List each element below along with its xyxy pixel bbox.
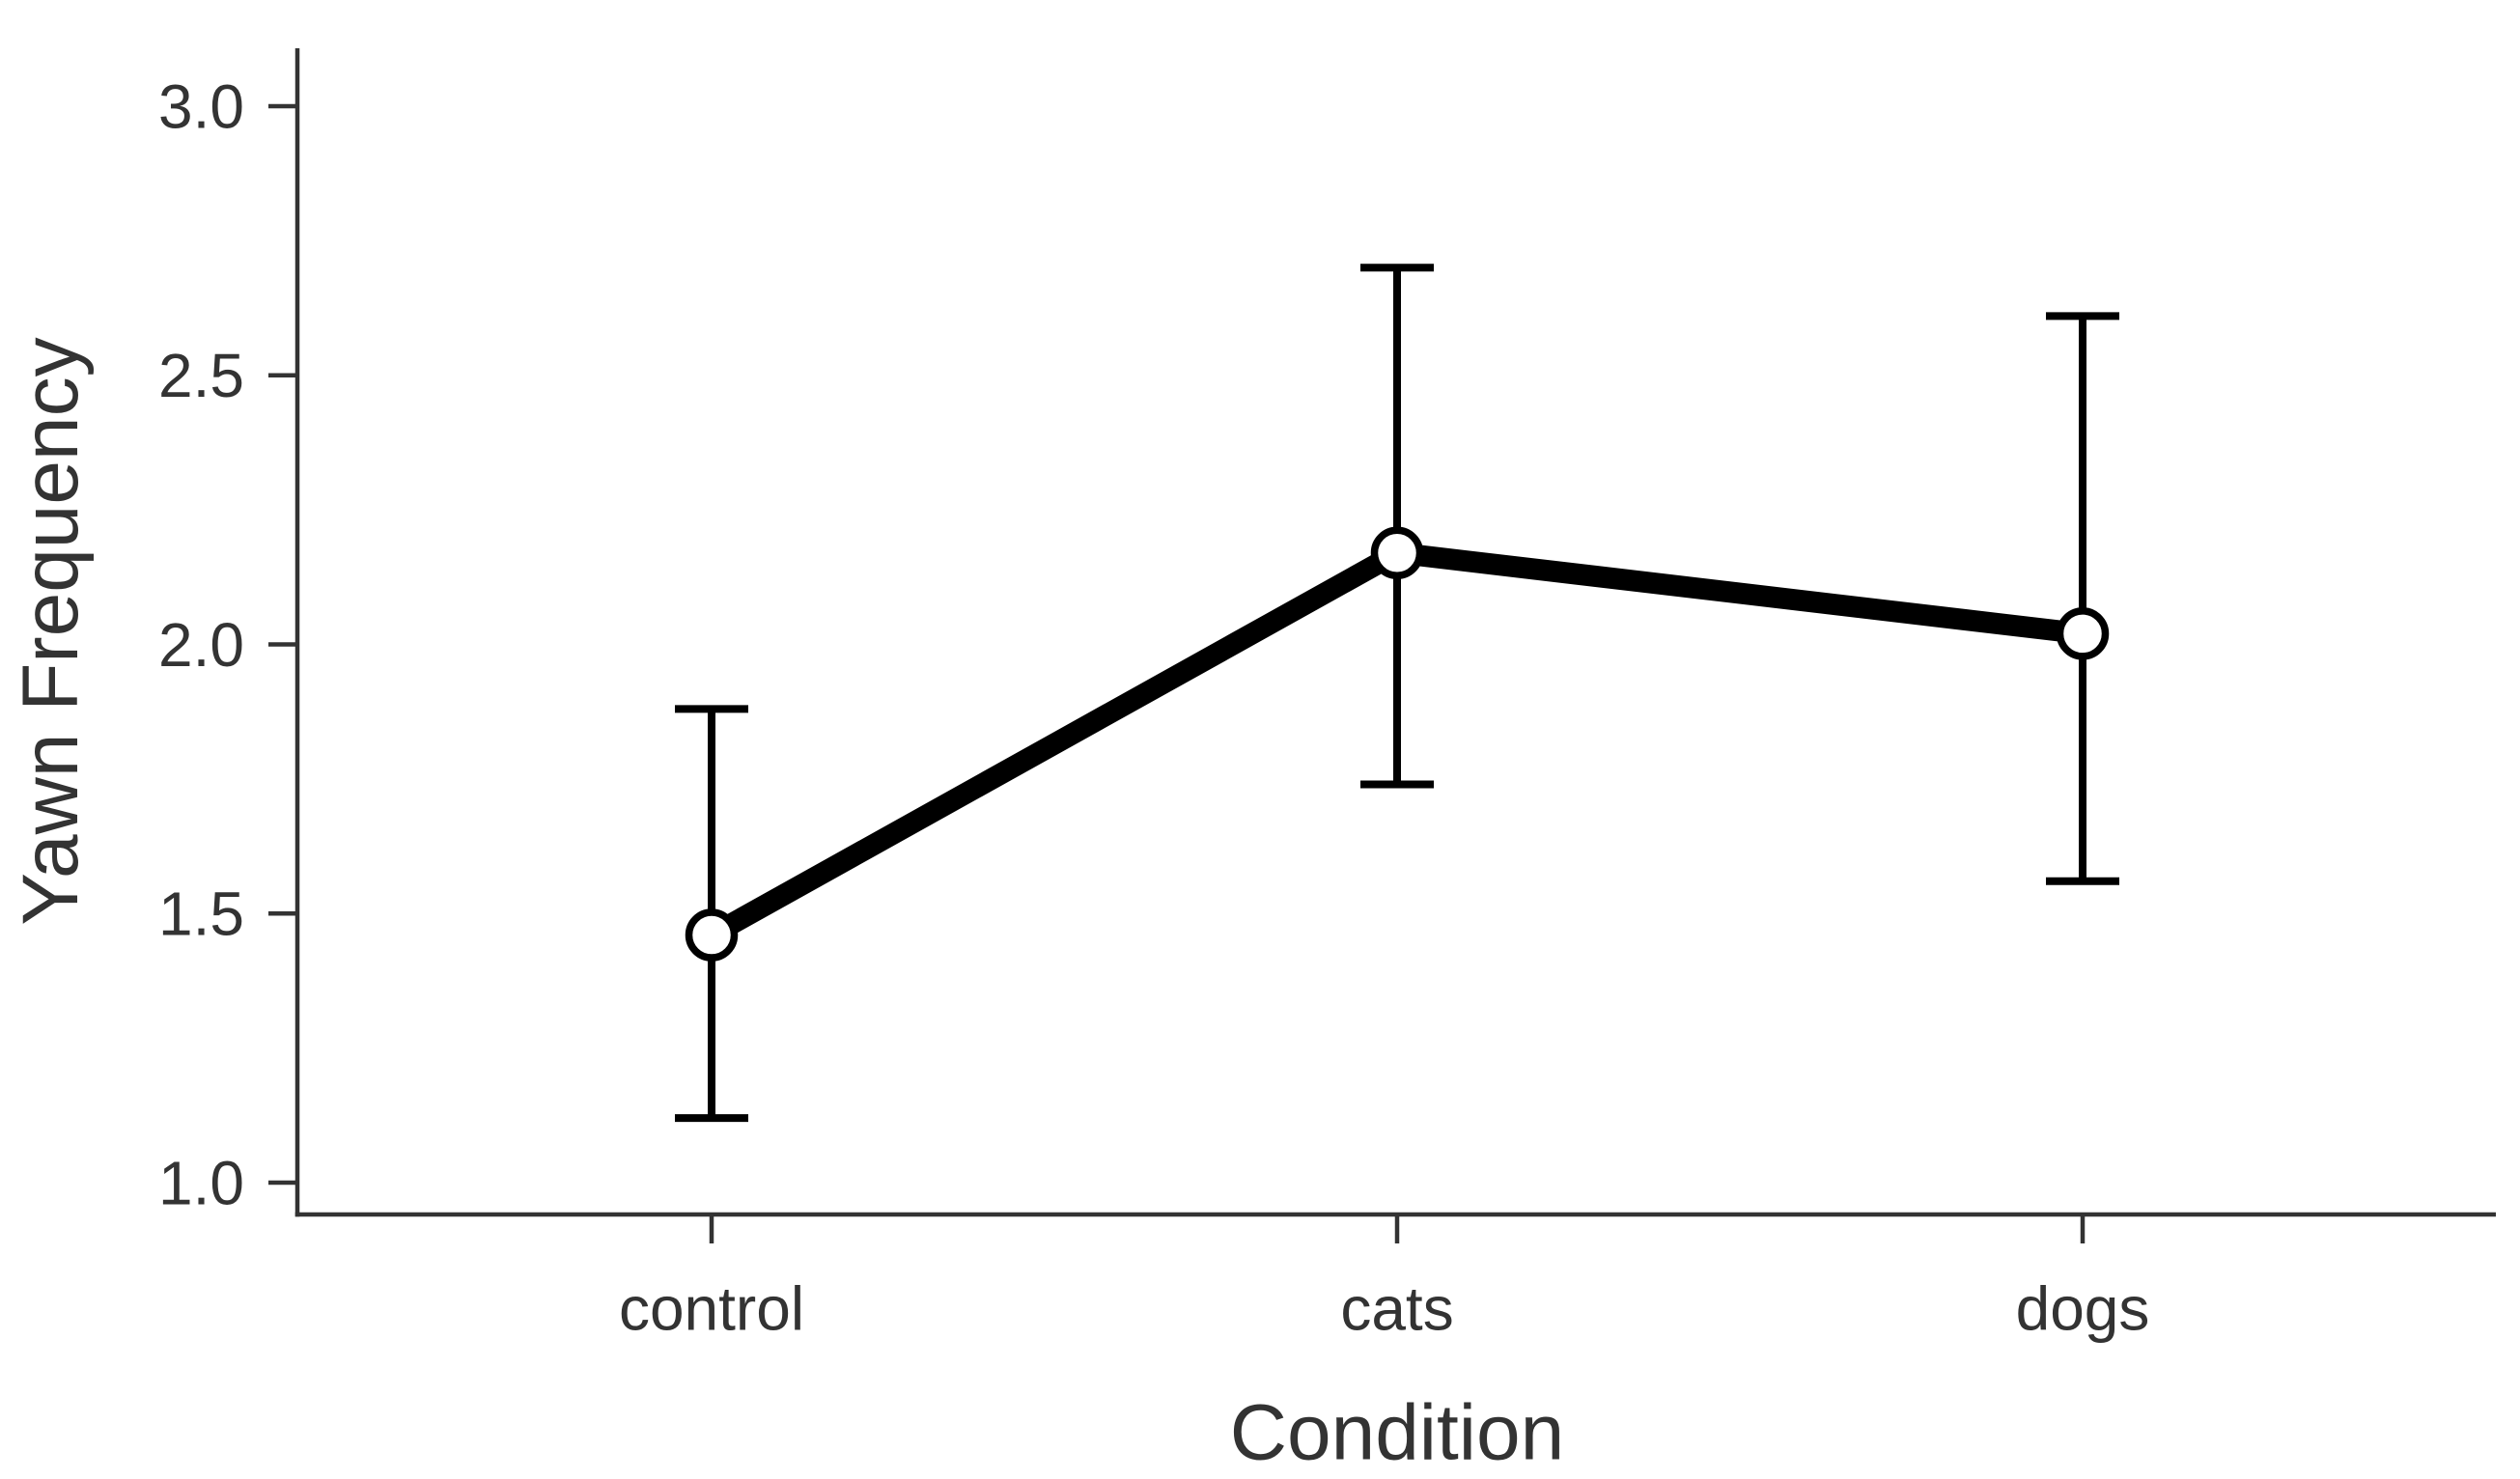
x-axis-title: Condition	[1230, 1389, 1564, 1477]
y-tick-label: 1.0	[158, 1148, 244, 1217]
data-point-marker	[2056, 607, 2110, 660]
y-axis-ticks: 3.0 2.5 2.0 1.5 1.0	[158, 71, 297, 1217]
x-tick-label: cats	[1340, 1273, 1453, 1343]
error-bars-layer	[675, 264, 2119, 1123]
x-tick-label: control	[619, 1273, 804, 1343]
y-tick-label: 2.5	[158, 341, 244, 410]
x-axis-ticks: control cats dogs	[619, 1214, 2149, 1343]
y-tick-label: 3.0	[158, 71, 244, 141]
y-tick-label: 2.0	[158, 610, 244, 680]
data-point-marker	[1370, 526, 1424, 579]
x-tick-label: dogs	[2016, 1273, 2150, 1343]
data-points-layer	[685, 526, 2110, 962]
y-tick-label: 1.5	[158, 879, 244, 949]
y-axis-title: Yawn Frequency	[7, 337, 95, 925]
data-point-marker	[685, 908, 739, 962]
